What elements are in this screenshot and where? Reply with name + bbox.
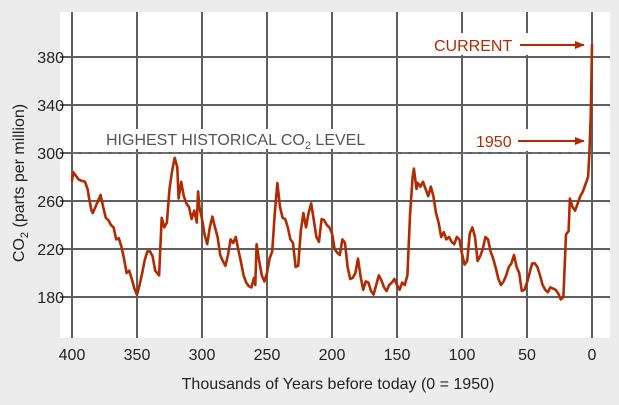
y-tick-220: 220 — [37, 242, 64, 259]
x-tick-0: 0 — [588, 347, 597, 364]
x-axis-title: Thousands of Years before today (0 = 195… — [182, 376, 495, 393]
reference-line-label-prefix: HIGHEST HISTORICAL CO — [106, 132, 305, 149]
x-tick-150: 150 — [384, 347, 411, 364]
y-axis-title: CO2 (parts per million) — [11, 104, 31, 262]
x-tick-400: 400 — [59, 347, 86, 364]
x-tick-250: 250 — [254, 347, 281, 364]
x-tick-200: 200 — [319, 347, 346, 364]
y-tick-labels: 180 220 260 300 340 380 — [37, 50, 64, 307]
y-tick-300: 300 — [37, 146, 64, 163]
y-tick-340: 340 — [37, 98, 64, 115]
x-tick-100: 100 — [449, 347, 476, 364]
y-axis-title-prefix: CO — [11, 238, 28, 262]
series-line-0 — [70, 43, 594, 301]
annotation-label-1: 1950 — [476, 134, 512, 151]
y-tick-260: 260 — [37, 194, 64, 211]
reference-label-background — [100, 129, 388, 149]
x-tick-labels: 400 350 300 250 200 150 100 50 0 — [59, 347, 597, 364]
annotation-background-0 — [430, 33, 588, 55]
reference-line-group: HIGHEST HISTORICAL CO2 LEVEL — [72, 129, 592, 154]
y-axis-title-suffix: (parts per million) — [11, 104, 28, 232]
series-group — [70, 43, 594, 301]
reference-line-label: HIGHEST HISTORICAL CO2 LEVEL — [106, 132, 365, 152]
y-tick-380: 380 — [37, 50, 64, 67]
x-tick-300: 300 — [189, 347, 216, 364]
annotation-label-0: CURRENT — [434, 38, 512, 55]
plot-area — [60, 12, 610, 338]
reference-line-label-suffix: LEVEL — [311, 132, 365, 149]
reference-line-label-subscript: 2 — [305, 140, 311, 152]
x-tick-350: 350 — [124, 347, 151, 364]
y-axis-title-subscript: 2 — [19, 232, 31, 238]
y-tick-180: 180 — [37, 290, 64, 307]
x-tick-50: 50 — [518, 347, 536, 364]
annotations: CURRENT 1950 — [430, 33, 588, 151]
